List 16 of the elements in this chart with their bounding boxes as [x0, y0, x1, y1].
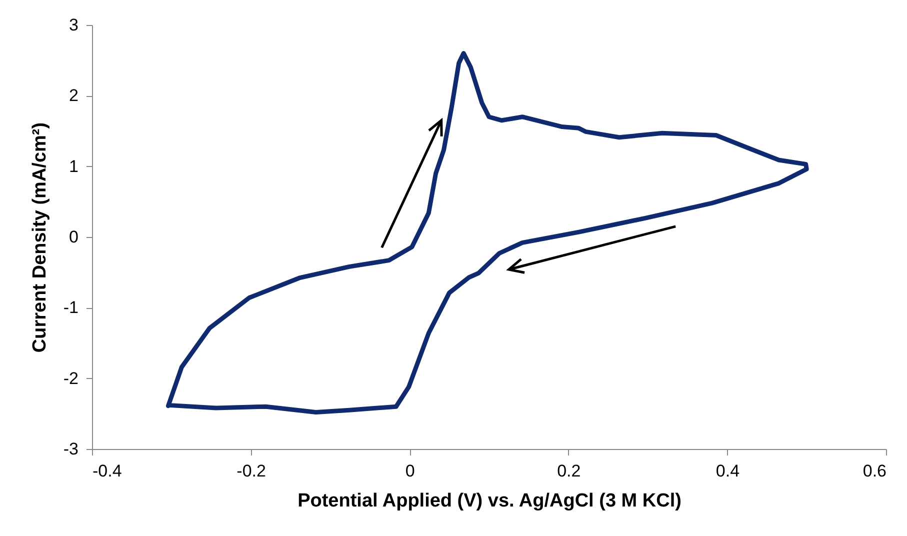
- x-tick-label: 0: [405, 462, 415, 480]
- y-axis-title: Current Density (mA/cm²): [29, 122, 50, 353]
- x-axis-title: Potential Applied (V) vs. Ag/AgCl (3 M KCl): [298, 490, 682, 512]
- x-tick-label: -0.2: [236, 462, 266, 480]
- y-tick-label: 3: [69, 16, 78, 34]
- y-tick-label: 1: [69, 156, 78, 176]
- y-tick-label: -1: [63, 298, 78, 318]
- x-tick-label: 0.6: [862, 462, 886, 480]
- y-tick-label: -2: [63, 368, 78, 388]
- x-tick-label: 0.2: [557, 462, 581, 480]
- y-tick-label: -3: [63, 440, 78, 458]
- y-tick-label: 0: [69, 228, 78, 246]
- y-tick-label: 2: [69, 86, 78, 106]
- x-tick-label: -0.4: [92, 462, 122, 480]
- line-series: [166, 51, 809, 415]
- x-tick-label: 0.4: [716, 462, 740, 480]
